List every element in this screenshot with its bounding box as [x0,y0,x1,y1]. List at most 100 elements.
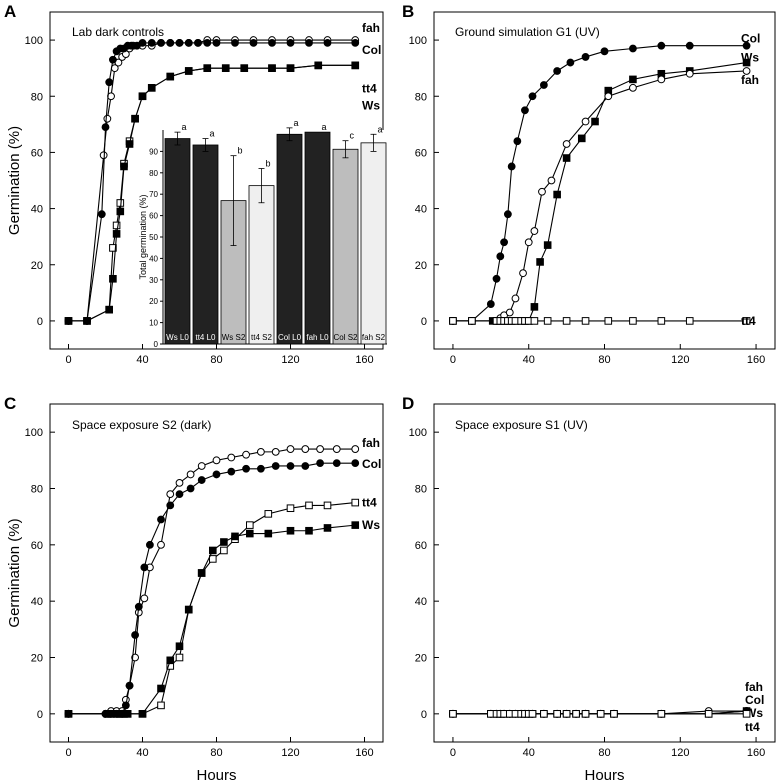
data-point [138,38,147,47]
data-point [351,521,360,529]
data-point [685,41,694,50]
data-point [105,78,114,87]
data-point [131,653,140,662]
x-tick-label: 160 [747,354,765,366]
data-point [553,710,561,718]
data-point [197,462,206,470]
data-point [600,47,609,56]
data-point [314,61,323,70]
data-point [596,710,605,718]
data-point [286,526,295,535]
bar-col-s2 [332,148,359,345]
series-ws: Ws [449,51,759,325]
data-point [249,38,258,47]
data-point [175,478,184,487]
data-point [83,317,91,325]
panel-letter: B [402,2,414,21]
data-point [528,710,537,718]
data-point [286,64,295,72]
data-point [197,476,206,484]
data-point [212,38,221,47]
inset-y-tick-label: 50 [149,233,158,242]
series-label: Col [362,43,381,57]
data-point [125,681,134,690]
data-point [629,75,637,84]
series-line [68,462,356,715]
data-point [64,710,73,718]
data-point [157,701,165,710]
significance-letter: a [210,129,215,139]
series-line [68,64,356,322]
series-label: tt4 [745,720,760,734]
data-point [591,117,599,126]
data-point [572,710,580,718]
data-point [131,114,139,123]
series-col: Col [64,457,381,718]
data-point [231,38,239,47]
data-point [530,227,539,235]
data-point [175,38,184,47]
data-point [610,710,618,718]
bar-tt4-l0 [192,144,219,345]
data-point [305,526,313,535]
data-point [538,187,546,196]
x-tick-label: 0 [65,354,71,366]
data-point [332,445,341,453]
data-point [305,38,313,47]
inset-category-label: tt4 L0 [195,333,216,342]
y-tick-label: 0 [421,709,427,721]
data-point [105,305,114,314]
panel-letter: D [402,394,414,413]
data-point [562,140,571,148]
data-point [184,67,193,75]
data-point [97,210,106,219]
x-tick-label: 40 [136,354,148,366]
y-tick-label: 60 [31,540,43,552]
data-point [503,210,512,219]
data-point [121,701,130,710]
y-tick-label: 80 [415,484,427,496]
data-point [323,524,332,532]
data-point [286,462,295,470]
x-tick-label: 0 [450,747,456,759]
series-label: fah [362,436,380,450]
series-label: tt4 [362,496,377,510]
data-point [221,64,230,72]
data-point [99,151,108,160]
data-point [540,710,548,718]
inset-y-tick-label: 40 [149,254,158,263]
data-point [685,317,694,325]
significance-letter: b [266,159,271,169]
y-tick-label: 100 [409,427,427,439]
plot-frame [433,403,776,743]
data-point [323,501,332,510]
data-point [742,317,751,325]
x-tick-label: 0 [450,354,456,366]
x-tick-label: 40 [523,354,535,366]
data-point [449,710,457,718]
data-point [175,642,184,651]
data-point [257,464,265,473]
significance-letter: b [238,146,243,156]
data-point [194,38,202,47]
inset-category-label: fah L0 [306,333,329,342]
series-label: Col [745,693,764,707]
data-point [209,555,217,563]
y-tick-label: 100 [25,35,43,47]
data-point [203,64,212,72]
y-tick-label: 0 [37,709,43,721]
data-point [140,594,149,603]
data-point [492,274,501,283]
inset-y-axis-title: Total germination (%) [138,194,148,279]
series-fah: fah [64,436,380,718]
data-point [581,117,590,126]
data-point [351,498,360,507]
x-tick-label: 80 [598,354,610,366]
panel-title: Ground simulation G1 (UV) [455,25,600,39]
data-point [562,317,571,325]
x-tick-label: 0 [65,747,71,759]
series-label: fah [741,73,759,87]
plot-frame [49,403,384,743]
panel-letter: A [4,2,16,21]
